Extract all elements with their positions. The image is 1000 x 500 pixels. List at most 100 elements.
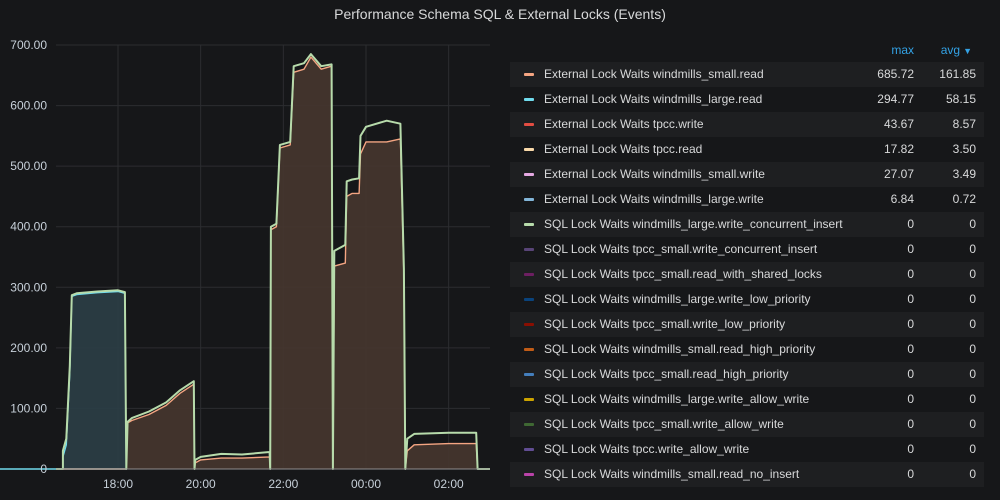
y-tick-label: 400.00 [10,220,47,234]
series-color-swatch[interactable] [524,173,534,176]
legend-max-value: 0 [907,212,914,237]
y-tick-label: 500.00 [10,159,47,173]
y-tick-label: 700.00 [10,38,47,52]
legend-max-value: 0 [907,287,914,312]
legend-max-value: 0 [907,387,914,412]
series-color-swatch[interactable] [524,98,534,101]
legend-avg-value: 0 [969,362,976,387]
legend-max-value: 17.82 [884,137,914,162]
legend-avg-value: 0 [969,312,976,337]
legend-max-value: 0 [907,462,914,487]
legend-max-value: 0 [907,412,914,437]
series-color-swatch[interactable] [524,448,534,451]
legend-series-name[interactable]: External Lock Waits tpcc.read [544,137,702,162]
legend-series-name[interactable]: SQL Lock Waits tpcc_small.write_low_prio… [544,312,785,337]
legend-series-name[interactable]: SQL Lock Waits tpcc_small.write_concurre… [544,237,817,262]
y-tick-label: 100.00 [10,401,47,415]
series-color-swatch[interactable] [524,398,534,401]
legend-avg-value: 8.57 [953,112,976,137]
legend-row[interactable]: SQL Lock Waits windmills_large.write_con… [510,212,984,237]
legend-avg-value: 0 [969,287,976,312]
legend-row[interactable]: SQL Lock Waits tpcc_small.read_with_shar… [510,262,984,287]
series-layer [0,54,490,469]
legend-avg-value: 3.50 [953,137,976,162]
legend-rows: External Lock Waits windmills_small.read… [510,62,984,487]
legend-avg-value: 0 [969,337,976,362]
legend-avg-value: 0 [969,212,976,237]
legend-max-value: 0 [907,362,914,387]
series-color-swatch[interactable] [524,148,534,151]
legend-max-value: 0 [907,337,914,362]
series-color-swatch[interactable] [524,198,534,201]
legend-series-name[interactable]: SQL Lock Waits tpcc_small.read_high_prio… [544,362,789,387]
legend-series-name[interactable]: External Lock Waits windmills_small.read [544,62,764,87]
series-area [0,292,126,470]
series-color-swatch[interactable] [524,123,534,126]
legend-row[interactable]: SQL Lock Waits tpcc_small.read_high_prio… [510,362,984,387]
legend-max-value: 0 [907,312,914,337]
legend-row[interactable]: External Lock Waits windmills_large.writ… [510,187,984,212]
y-tick-label: 600.00 [10,99,47,113]
legend-series-name[interactable]: SQL Lock Waits tpcc.write_allow_write [544,437,749,462]
legend-row[interactable]: External Lock Waits tpcc.write 43.67 8.57 [510,112,984,137]
series-color-swatch[interactable] [524,273,534,276]
legend-avg-value: 0 [969,387,976,412]
legend-max-value: 294.77 [877,87,914,112]
legend-table: max avg ▼ External Lock Waits windmills_s… [510,38,984,487]
x-tick-label: 20:00 [186,477,216,491]
legend-row[interactable]: SQL Lock Waits tpcc_small.write_concurre… [510,237,984,262]
legend-series-name[interactable]: External Lock Waits windmills_large.read [544,87,762,112]
legend-avg-value: 58.15 [946,87,976,112]
legend-row[interactable]: SQL Lock Waits windmills_large.write_low… [510,287,984,312]
x-tick-label: 02:00 [434,477,464,491]
legend-avg-value: 0 [969,262,976,287]
legend-row[interactable]: External Lock Waits windmills_large.read… [510,87,984,112]
legend-series-name[interactable]: SQL Lock Waits windmills_large.write_all… [544,387,809,412]
legend-row[interactable]: SQL Lock Waits tpcc_small.write_allow_wr… [510,412,984,437]
legend-header-max[interactable]: max [891,43,914,57]
legend-header-avg-label: avg [941,43,960,57]
series-color-swatch[interactable] [524,248,534,251]
area-chart: 0 100.00 200.00 300.00 400.00 500.00 600.00 700… [0,0,500,500]
legend-row[interactable]: SQL Lock Waits tpcc_small.write_low_prio… [510,312,984,337]
legend-series-name[interactable]: SQL Lock Waits windmills_large.write_low… [544,287,811,312]
legend-avg-value: 0 [969,237,976,262]
legend-avg-value: 3.49 [953,162,976,187]
legend-series-name[interactable]: SQL Lock Waits windmills_small.read_high… [544,337,815,362]
series-color-swatch[interactable] [524,348,534,351]
y-tick-label: 200.00 [10,341,47,355]
legend-avg-value: 0 [969,412,976,437]
legend-avg-value: 0.72 [953,187,976,212]
series-color-swatch[interactable] [524,298,534,301]
legend-row[interactable]: External Lock Waits tpcc.read 17.82 3.50 [510,137,984,162]
legend-row[interactable]: External Lock Waits windmills_small.writ… [510,162,984,187]
legend-series-name[interactable]: External Lock Waits windmills_small.writ… [544,162,765,187]
series-color-swatch[interactable] [524,73,534,76]
legend-series-name[interactable]: SQL Lock Waits tpcc_small.read_with_shar… [544,262,822,287]
legend-row[interactable]: SQL Lock Waits tpcc.write_allow_write 0 0 [510,437,984,462]
legend-max-value: 685.72 [877,62,914,87]
legend-max-value: 0 [907,437,914,462]
series-color-swatch[interactable] [524,373,534,376]
legend-series-name[interactable]: External Lock Waits tpcc.write [544,112,704,137]
series-color-swatch[interactable] [524,223,534,226]
legend-row[interactable]: SQL Lock Waits windmills_large.write_all… [510,387,984,412]
x-tick-label: 22:00 [268,477,298,491]
legend-header-avg[interactable]: avg ▼ [941,43,972,57]
legend-series-name[interactable]: SQL Lock Waits windmills_small.read_no_i… [544,462,799,487]
y-tick-label: 0 [40,462,47,476]
x-tick-label: 00:00 [351,477,381,491]
legend-row[interactable]: SQL Lock Waits windmills_small.read_no_i… [510,462,984,487]
legend-series-name[interactable]: SQL Lock Waits tpcc_small.write_allow_wr… [544,412,784,437]
series-color-swatch[interactable] [524,423,534,426]
series-color-swatch[interactable] [524,473,534,476]
legend-max-value: 6.84 [891,187,914,212]
legend-max-value: 0 [907,237,914,262]
series-color-swatch[interactable] [524,323,534,326]
legend-series-name[interactable]: SQL Lock Waits windmills_large.write_con… [544,212,843,237]
legend-series-name[interactable]: External Lock Waits windmills_large.writ… [544,187,764,212]
legend-max-value: 0 [907,262,914,287]
legend-row[interactable]: SQL Lock Waits windmills_small.read_high… [510,337,984,362]
legend-row[interactable]: External Lock Waits windmills_small.read… [510,62,984,87]
